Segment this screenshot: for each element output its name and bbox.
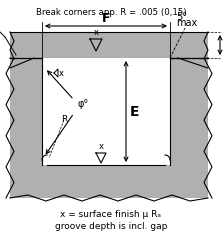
Polygon shape xyxy=(10,165,208,198)
Text: E: E xyxy=(130,104,140,119)
Text: max: max xyxy=(176,18,197,28)
Text: R: R xyxy=(61,115,67,125)
Text: F: F xyxy=(102,12,110,25)
Text: x: x xyxy=(99,142,103,151)
Polygon shape xyxy=(170,58,208,165)
Text: 5°: 5° xyxy=(176,12,187,22)
Text: Break corners app. R = .005 (0,15): Break corners app. R = .005 (0,15) xyxy=(36,8,186,17)
Text: x = surface finish μ Rₐ: x = surface finish μ Rₐ xyxy=(60,210,161,219)
Polygon shape xyxy=(10,32,208,58)
Text: groove depth is incl. gap: groove depth is incl. gap xyxy=(55,222,167,231)
Text: x: x xyxy=(59,68,64,78)
Text: x: x xyxy=(93,28,99,37)
Text: φ°: φ° xyxy=(78,99,89,109)
Polygon shape xyxy=(10,58,42,165)
